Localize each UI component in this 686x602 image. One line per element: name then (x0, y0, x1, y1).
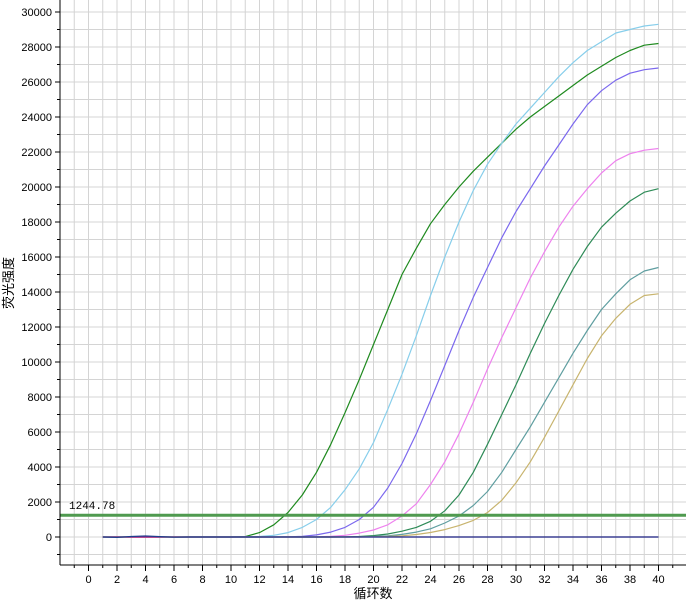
x-tick-label: 6 (171, 574, 177, 586)
threshold-layer: 1244.78 (60, 501, 686, 517)
y-tick-label: 8000 (28, 392, 52, 404)
y-tick-label: 10000 (21, 357, 52, 369)
y-tick-label: 0 (46, 532, 52, 544)
x-tick-label: 24 (424, 574, 436, 586)
x-tick-label: 30 (510, 574, 522, 586)
x-tick-label: 38 (624, 574, 636, 586)
y-tick-label: 22000 (21, 147, 52, 159)
x-tick-label: 32 (538, 574, 550, 586)
y-tick-label: 18000 (21, 217, 52, 229)
x-tick-label: 8 (199, 574, 205, 586)
x-tick-label: 28 (481, 574, 493, 586)
x-tick-label: 4 (142, 574, 148, 586)
y-tick-label: 4000 (28, 462, 52, 474)
x-tick-label: 34 (567, 574, 579, 586)
x-tick-label: 16 (310, 574, 322, 586)
x-axis-title: 循环数 (353, 586, 392, 601)
x-tick-label: 22 (396, 574, 408, 586)
x-tick-label: 36 (595, 574, 607, 586)
y-tick-label: 16000 (21, 252, 52, 264)
threshold-label: 1244.78 (69, 501, 115, 513)
y-tick-label: 20000 (21, 182, 52, 194)
y-tick-label: 2000 (28, 497, 52, 509)
x-tick-label: 12 (253, 574, 265, 586)
x-tick-label: 14 (282, 574, 294, 586)
x-tick-label: 10 (225, 574, 237, 586)
tick-layer: 0200040006000800010000120001400016000180… (21, 7, 674, 586)
x-tick-label: 40 (652, 574, 664, 586)
series-layer (102, 23, 659, 539)
x-tick-label: 26 (453, 574, 465, 586)
y-tick-label: 12000 (21, 322, 52, 334)
y-tick-label: 28000 (21, 42, 52, 54)
x-tick-label: 18 (339, 574, 351, 586)
y-tick-label: 30000 (21, 7, 52, 19)
y-tick-label: 24000 (21, 112, 52, 124)
y-axis-title: 荧光强度 (1, 257, 16, 309)
x-tick-label: 2 (114, 574, 120, 586)
grid-lines (60, 0, 686, 565)
x-tick-label: 20 (367, 574, 379, 586)
y-tick-label: 14000 (21, 287, 52, 299)
y-tick-label: 26000 (21, 77, 52, 89)
x-tick-label: 0 (85, 574, 91, 586)
y-tick-label: 6000 (28, 427, 52, 439)
series-line-9 (102, 535, 659, 539)
